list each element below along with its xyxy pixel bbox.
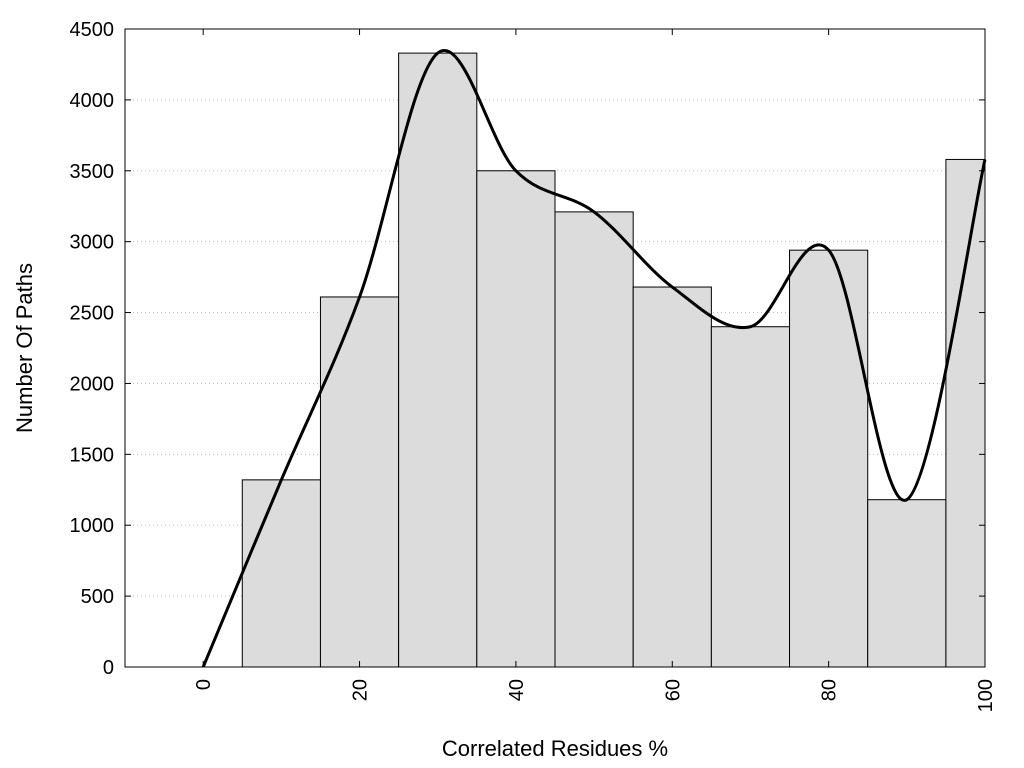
trend-line: [201, 49, 987, 668]
bars: [241, 52, 986, 668]
bar-90: [867, 499, 947, 668]
y-tick-label: 3500: [70, 161, 115, 183]
y-tick-label: 4500: [70, 19, 115, 41]
y-axis-ticks: 0 500 1000 1500 2000 2500 3000 3500 4000 4500: [70, 19, 985, 679]
y-tick-label: 1500: [70, 444, 115, 466]
bar-20: [319, 296, 400, 668]
y-tick-label: 0: [103, 657, 114, 679]
plot-frame: [124, 28, 986, 668]
x-tick-label: 100: [975, 679, 997, 712]
x-axis-title: Correlated Residues %: [442, 736, 668, 761]
bar-40: [476, 170, 556, 668]
bar-80: [789, 249, 869, 668]
y-tick-label: 2500: [70, 303, 115, 325]
y-tick-label: 2000: [70, 373, 115, 395]
y-axis-title: Number Of Paths: [12, 263, 37, 433]
y-tick-label: 500: [81, 586, 114, 608]
bar-50: [554, 211, 634, 668]
x-tick-label: 0: [193, 679, 215, 690]
x-tick-label: 60: [662, 679, 684, 701]
y-tick-label: 3000: [70, 232, 115, 254]
x-tick-label: 80: [819, 679, 841, 701]
trend-line-group: [201, 49, 987, 668]
bar-10: [241, 479, 321, 668]
y-tick-label: 1000: [70, 515, 115, 537]
x-tick-label: 20: [350, 679, 372, 701]
x-axis-ticks: 0 20 40 60 80 100: [193, 29, 997, 712]
bar-30: [398, 52, 478, 668]
bar-100: [945, 158, 986, 668]
x-tick-label: 40: [506, 679, 528, 701]
bar-60: [632, 286, 712, 668]
bar-70: [710, 326, 791, 668]
y-tick-label: 4000: [70, 90, 115, 112]
